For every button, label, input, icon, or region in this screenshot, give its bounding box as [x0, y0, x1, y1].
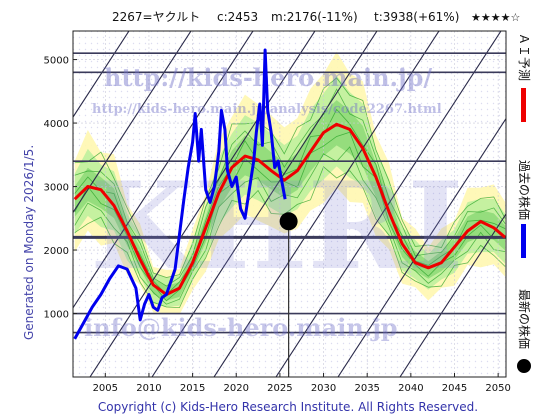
chart-header: 2267=ヤクルト c:2453 m:2176(-11%) t:3938(+61…: [112, 10, 520, 24]
y-tick-label-1000: 1000: [44, 310, 69, 321]
y-tick-label-5000: 5000: [44, 56, 69, 67]
copyright: Copyright (c) Kids-Hero Research Institu…: [98, 400, 478, 414]
channel-line-12: [275, 31, 502, 377]
legend-past-swatch: [521, 224, 526, 258]
legend-latest-dot: [517, 359, 531, 373]
prediction-bands: [74, 51, 506, 315]
channel-line-10: [151, 31, 378, 377]
x-tick-label-2040: 2040: [398, 383, 423, 394]
prediction-path-4: [74, 108, 506, 296]
prediction-path-2: [74, 146, 506, 305]
x-tick-label-2010: 2010: [136, 383, 161, 394]
latest-price-dot: [279, 212, 298, 231]
legend-past-label: 過去の株価: [517, 160, 532, 220]
prediction-path-3: [74, 131, 506, 302]
trend-channel-lines: [0, 0, 506, 397]
watermarks: KHRI http://kids-hero.main.jp/ http://ki…: [84, 63, 464, 342]
x-tick-label-2035: 2035: [354, 383, 379, 394]
x-tick-label-2045: 2045: [442, 383, 467, 394]
x-tick-label-2015: 2015: [180, 383, 205, 394]
price-levels: [73, 52, 506, 334]
x-tick-label-2030: 2030: [311, 383, 336, 394]
y-tick-label-4000: 4000: [44, 119, 69, 130]
y-axis-ticks: 1000 2000 3000 4000 5000: [44, 56, 77, 321]
prediction-path-1: [74, 166, 506, 309]
x-axis-ticks: 2005 2010 2015 2020 2025 2030 2035 2040 2045 2050: [93, 373, 511, 394]
watermark-logo: KHRI: [90, 156, 464, 297]
upside-target: t:3938(+61%): [374, 10, 459, 24]
generated-date: Generated on Monday 2026/1/5.: [22, 145, 36, 340]
watermark-url: http://kids-hero.main.jp/: [104, 63, 432, 92]
channel-line-8: [73, 31, 254, 309]
channel-line-14: [399, 212, 506, 377]
prediction-path-6: [74, 77, 506, 278]
legend-latest-label: 最新の株価: [517, 289, 532, 349]
grid-lines: [73, 31, 506, 377]
median-target: m:2176(-11%): [271, 10, 358, 24]
x-tick-label-2020: 2020: [224, 383, 249, 394]
channel-line-6: [73, 31, 130, 119]
prediction-band-2: [74, 75, 506, 307]
y-tick-label-2000: 2000: [44, 246, 69, 257]
channel-line-11: [213, 31, 440, 377]
legend-ai-swatch: [521, 88, 526, 122]
legend-ai-label: ＡＩ予測: [517, 33, 531, 81]
channel-line-1: [0, 0, 1, 397]
plot-frame: [72, 30, 507, 378]
rating-stars: ★★★★☆: [471, 11, 520, 24]
past-price-line: [73, 48, 287, 340]
watermark-email: info@kids-hero.main.jp: [84, 313, 398, 342]
channel-line-7: [73, 31, 192, 214]
x-tick-label-2050: 2050: [485, 383, 510, 394]
stock-code-name: 2267=ヤクルト: [112, 10, 200, 24]
x-tick-label-2025: 2025: [267, 383, 292, 394]
ai-forecast-line: [73, 122, 506, 296]
x-tick-label-2005: 2005: [93, 383, 118, 394]
legend: ＡＩ予測 過去の株価 最新の株価: [517, 33, 532, 373]
current-price: c:2453: [217, 10, 258, 24]
y-tick-label-3000: 3000: [44, 183, 69, 194]
channel-line-9: [89, 31, 316, 377]
channel-line-13: [337, 117, 506, 377]
prediction-path-5: [74, 88, 506, 287]
